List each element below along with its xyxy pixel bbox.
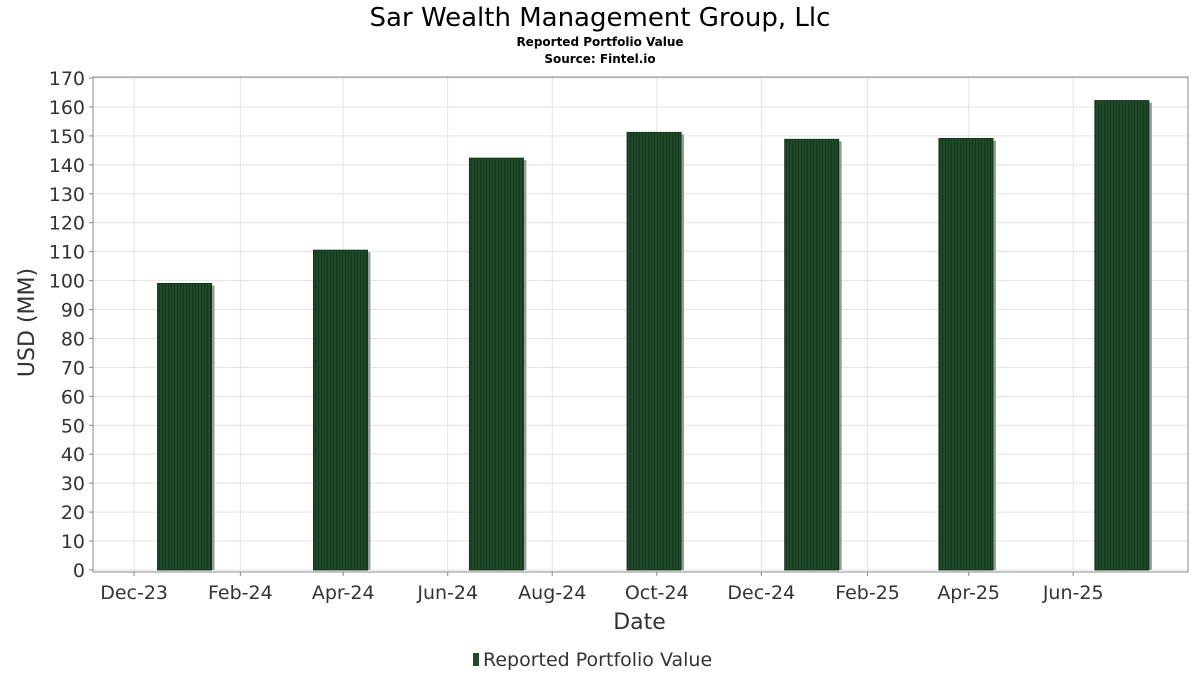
y-tick-label: 70 <box>61 357 85 379</box>
x-tick-label: Oct-24 <box>625 582 689 604</box>
chart-subtitle: Reported Portfolio Value <box>516 35 684 49</box>
bar <box>468 157 524 571</box>
bar <box>626 131 682 571</box>
chart-title: Sar Wealth Management Group, Llc <box>369 3 831 33</box>
bar <box>938 137 994 571</box>
x-tick-label: Apr-24 <box>312 582 375 604</box>
legend-label: Reported Portfolio Value <box>483 649 712 671</box>
x-tick-label: Aug-24 <box>518 582 586 604</box>
bar <box>784 138 840 571</box>
y-tick-label: 20 <box>61 502 85 524</box>
y-tick-label: 130 <box>49 184 85 206</box>
x-axis-ticks: Dec-23 Feb-24 Apr-24 Jun-24 Aug-24 Oct-24 Dec-… <box>100 572 1104 604</box>
y-axis-ticks: 0 10 20 30 40 50 60 70 80 90 100 110 120 130 140 150 160… <box>49 68 93 582</box>
y-axis-title: USD (MM) <box>15 268 40 377</box>
y-tick-label: 10 <box>61 531 85 553</box>
y-tick-label: 120 <box>49 213 85 235</box>
y-tick-label: 110 <box>49 242 85 264</box>
y-tick-label: 0 <box>73 560 85 582</box>
legend: Reported Portfolio Value <box>473 649 712 671</box>
x-tick-label: Apr-25 <box>937 582 1000 604</box>
y-tick-label: 30 <box>61 473 85 495</box>
chart-source: Source: Fintel.io <box>544 52 656 66</box>
y-tick-label: 50 <box>61 415 85 437</box>
y-tick-label: 60 <box>61 386 85 408</box>
bar <box>312 249 368 571</box>
x-tick-label: Dec-23 <box>100 582 168 604</box>
legend-swatch <box>473 653 479 666</box>
y-tick-label: 150 <box>49 126 85 148</box>
y-tick-label: 90 <box>61 300 85 322</box>
y-tick-label: 80 <box>61 328 85 350</box>
x-tick-label: Jun-25 <box>1042 582 1104 604</box>
bar <box>157 282 213 571</box>
y-tick-label: 140 <box>49 155 85 177</box>
x-tick-label: Feb-24 <box>208 582 273 604</box>
y-tick-label: 170 <box>49 68 85 90</box>
x-tick-label: Dec-24 <box>727 582 795 604</box>
y-tick-label: 160 <box>49 97 85 119</box>
x-tick-label: Jun-24 <box>416 582 478 604</box>
bars <box>157 100 1152 571</box>
plot-area <box>92 76 1189 573</box>
y-tick-label: 40 <box>61 444 85 466</box>
y-tick-label: 100 <box>49 271 85 293</box>
bar <box>1094 100 1150 571</box>
x-tick-label: Feb-25 <box>835 582 900 604</box>
x-axis-title: Date <box>613 610 666 635</box>
